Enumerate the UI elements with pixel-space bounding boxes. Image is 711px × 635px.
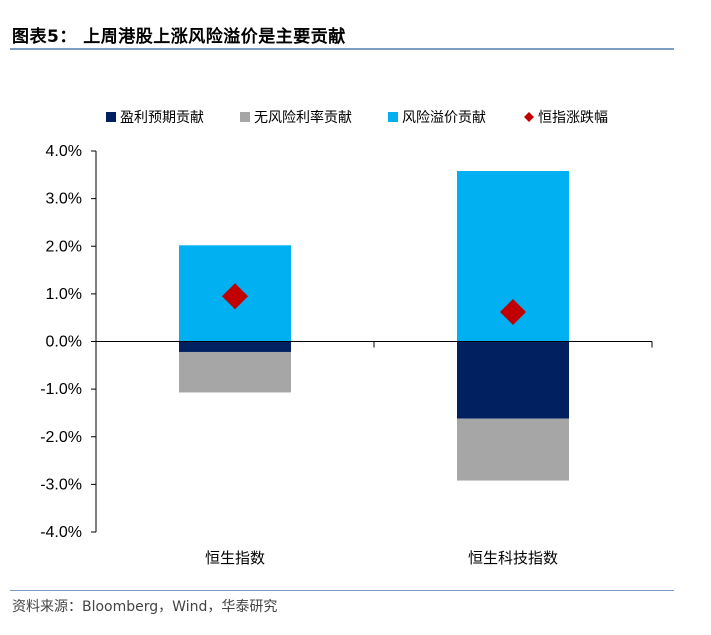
x-category-label: 恒生科技指数 <box>468 549 558 567</box>
stacked-bar-chart: 盈利预期贡献 无风险利率贡献 风险溢价贡献 恒指涨跌幅 4.0% 3.0% 2.0% 1.0… <box>40 109 653 567</box>
legend-diamond <box>524 112 534 122</box>
bar-segment-2-2 <box>457 418 569 481</box>
legend-label: 风险溢价贡献 <box>402 110 486 126</box>
y-tick-label: -1.0% <box>40 381 82 398</box>
y-tick-label: -2.0% <box>40 429 82 446</box>
bar-segment-2-1 <box>179 351 291 393</box>
bar-segment-1-1 <box>179 341 291 352</box>
y-tick-label: -3.0% <box>40 476 82 493</box>
chart-labels: 恒生指数 恒生科技指数 <box>205 549 558 567</box>
y-tick-label: 4.0% <box>46 143 82 160</box>
legend-label: 无风险利率贡献 <box>254 109 352 126</box>
title-divider <box>10 48 674 50</box>
legend-swatch <box>388 112 398 122</box>
y-tick-label: 2.0% <box>46 238 82 255</box>
chart-axes: 4.0% 3.0% 2.0% 1.0% 0.0% -1.0% -2.0% -3.0% -4.0% <box>40 143 653 541</box>
index-change-marker <box>500 298 526 325</box>
legend-swatch <box>240 112 250 122</box>
x-category-label: 恒生指数 <box>205 549 265 567</box>
legend-label: 盈利预期贡献 <box>120 110 204 126</box>
chart-markers <box>222 283 526 325</box>
chart-title: 图表5： 上周港股上涨风险溢价是主要贡献 <box>12 27 346 47</box>
y-tick-label: 0.0% <box>46 334 82 351</box>
y-tick-label: 1.0% <box>46 286 82 303</box>
chart-legend: 盈利预期贡献 无风险利率贡献 风险溢价贡献 恒指涨跌幅 <box>106 109 608 126</box>
y-tick-label: 3.0% <box>46 191 82 208</box>
index-change-marker <box>222 283 248 310</box>
chart-bars <box>179 171 569 481</box>
y-tick-label: -4.0% <box>40 524 82 541</box>
legend-label: 恒指涨跌幅 <box>538 110 608 126</box>
legend-swatch <box>106 112 116 122</box>
bar-segment-1-2 <box>457 341 569 419</box>
source-note: 资料来源：Bloomberg，Wind，华泰研究 <box>12 599 278 615</box>
source-divider <box>10 590 674 591</box>
